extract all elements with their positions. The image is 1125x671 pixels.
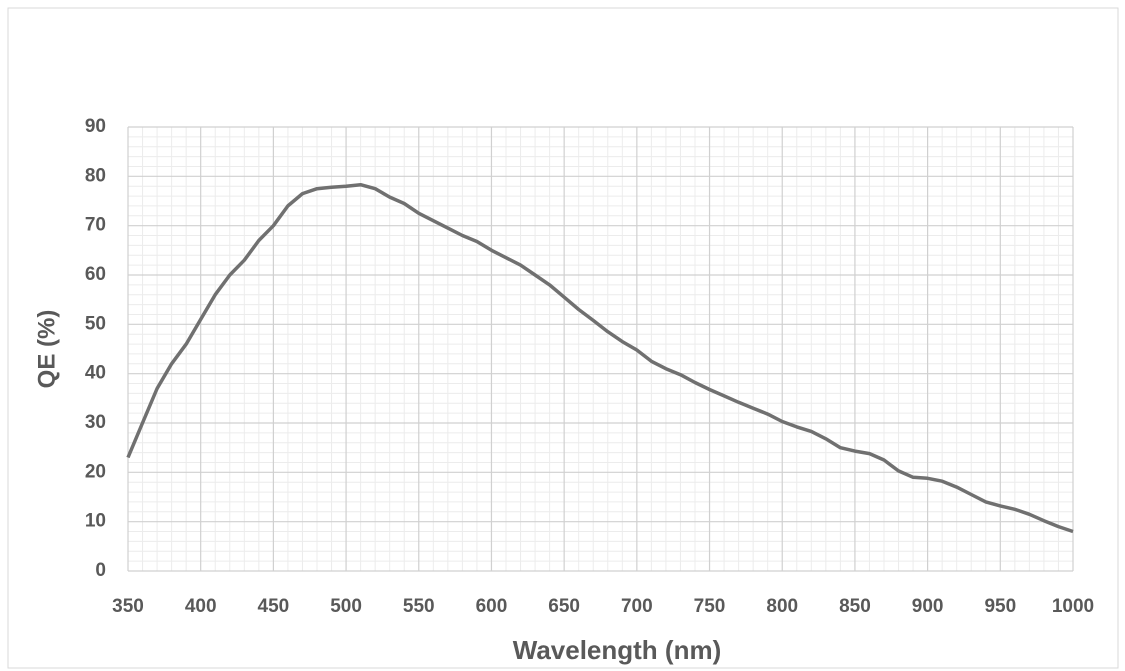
x-tick-label: 350 [112,596,144,617]
y-tick-label: 90 [85,116,106,137]
y-tick-label: 80 [85,165,106,186]
line [126,182,1074,534]
y-tick-label: 40 [85,363,106,384]
x-tick-label: 500 [330,596,362,617]
x-tick-label: 900 [912,596,944,617]
x-tick-label: 950 [984,596,1016,617]
x-tick-label: 800 [766,596,798,617]
y-tick-label: 0 [95,560,106,581]
x-tick-label: 400 [185,596,217,617]
x-tick-label: 600 [476,596,508,617]
x-tick-label: 450 [258,596,290,617]
x-axis-label: Wavelength (nm) [513,635,721,665]
y-tick-label: 70 [85,215,106,236]
y-tick-label: 20 [85,461,106,482]
y-tick-label: 60 [85,264,106,285]
y-tick-label: 10 [85,511,106,532]
x-tick-label: 550 [403,596,435,617]
y-tick-label: 30 [85,412,106,433]
x-tick-label: 700 [621,596,653,617]
y-tick-label: 50 [85,313,106,334]
x-tick-label: 750 [694,596,726,617]
chart-border [7,7,1119,669]
x-tick-label: 650 [548,596,580,617]
y-axis-label: QE (%) [33,310,60,389]
x-tick-label: 1000 [1052,596,1094,617]
x-tick-label: 850 [839,596,871,617]
